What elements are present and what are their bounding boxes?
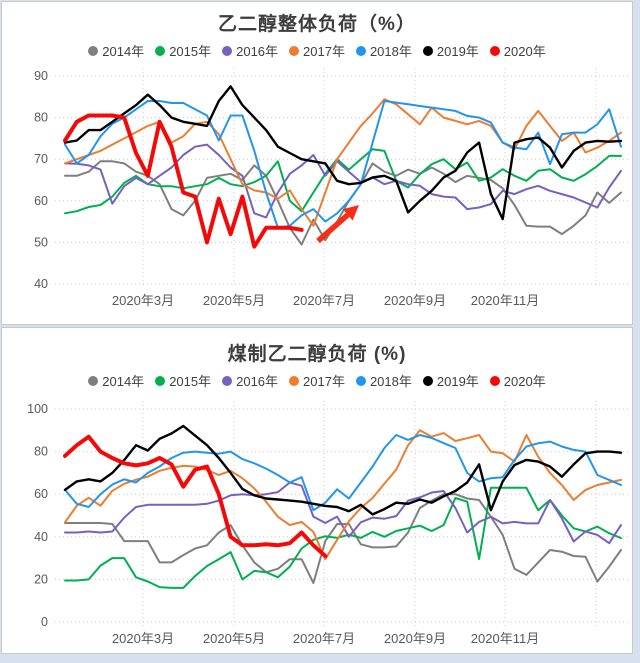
legend-coal: 2014年 2015年 2016年 2017年 2018年 2019年 2020年 [2, 371, 632, 390]
series-line-2016年 [64, 143, 622, 219]
legend-label: 2015年 [169, 374, 212, 389]
legend-item: 2016年 [222, 41, 278, 60]
legend-item: 2015年 [155, 41, 211, 60]
legend-item: 2017年 [289, 371, 345, 390]
series-line-2019年 [63, 424, 623, 516]
series-line-2020年 [63, 113, 304, 249]
series-line-2020年 [63, 434, 328, 558]
x-axis-tick-label: 2020年9月 [384, 293, 446, 308]
legend-item: 2017年 [289, 41, 345, 60]
series-line-2014年 [64, 493, 622, 584]
y-axis-tick-label: 20 [34, 572, 48, 586]
y-axis-tick-label: 70 [34, 152, 48, 166]
legend-marker-icon [422, 375, 433, 386]
legend-marker-icon [489, 45, 500, 56]
x-axis-tick-label: 2020年3月 [112, 293, 174, 308]
series-line-2019年 [63, 85, 623, 221]
legend-label: 2015年 [169, 44, 212, 59]
legend-item: 2019年 [422, 371, 479, 390]
series-line-2018年 [64, 100, 622, 229]
y-axis-tick-label: 80 [34, 445, 48, 459]
legend-label: 2019年 [436, 44, 479, 59]
series-line-2015年 [64, 148, 622, 215]
y-axis-tick-label: 60 [34, 194, 48, 208]
legend-label: 2017年 [303, 44, 345, 59]
legend-label: 2014年 [102, 374, 145, 389]
series-line-2016年 [64, 481, 622, 545]
legend-label: 2017年 [303, 374, 345, 389]
legend-marker-icon [88, 45, 99, 56]
x-axis-tick-label: 2020年9月 [384, 631, 446, 646]
line-chart-coal: 100 80 60 40 20 0 2020年3月 2020年5月 2020年7月 2020年9月… [27, 401, 628, 646]
legend-marker-icon [222, 45, 233, 56]
legend-label: 2014年 [102, 44, 145, 59]
legend-label: 2018年 [369, 44, 412, 59]
y-axis-tick-label: 60 [34, 487, 48, 501]
legend-label: 2020年 [503, 44, 546, 59]
y-axis-tick-label: 100 [27, 402, 48, 416]
legend-marker-icon [355, 375, 366, 386]
legend-marker-icon [355, 45, 366, 56]
x-axis-tick-label: 2020年11月 [471, 631, 539, 646]
legend-marker-icon [155, 45, 166, 56]
legend-marker-icon [289, 45, 300, 56]
chart-panel-coal-load: 煤制乙二醇负荷 (%) 2014年 2015年 2016年 2017年 2018年 201… [1, 327, 633, 654]
legend-marker-icon [88, 375, 99, 386]
y-axis-tick-label: 50 [34, 235, 48, 249]
x-axis-tick-label: 2020年7月 [293, 293, 355, 308]
x-axis-tick-label: 2020年5月 [203, 631, 265, 646]
legend-marker-icon [222, 375, 233, 386]
y-axis-tick-label: 90 [34, 69, 48, 83]
legend-item: 2018年 [355, 41, 412, 60]
legend-label: 2020年 [503, 374, 546, 389]
legend-marker-icon [289, 375, 300, 386]
legend-item: 2014年 [88, 371, 144, 390]
y-axis-tick-label: 80 [34, 111, 48, 125]
series-line-2017年 [64, 429, 622, 561]
series-line-2018年 [64, 434, 622, 512]
chart-panel-overall-load: 乙二醇整体负荷（%） 2014年 2015年 2016年 2017年 2018年 2019… [1, 1, 633, 325]
x-axis-tick-label: 2020年5月 [203, 293, 265, 308]
legend-item: 2020年 [489, 371, 546, 390]
line-chart-overall: 90 80 70 60 50 40 2020年3月 2020年5月 2020年7月 2020年9月… [34, 68, 628, 308]
y-axis-tick-label: 40 [34, 277, 48, 291]
legend-overall: 2014年 2015年 2016年 2017年 2018年 2019年 2020年 [2, 41, 632, 60]
y-axis-tick-label: 40 [34, 530, 48, 544]
series-line-2015年 [64, 486, 622, 589]
legend-label: 2016年 [236, 374, 279, 389]
x-axis-tick-label: 2020年11月 [471, 293, 539, 308]
chart-title-overall: 乙二醇整体负荷（%） [218, 14, 416, 35]
legend-label: 2016年 [236, 44, 279, 59]
annotation-arrow-shaft [316, 212, 350, 244]
legend-item: 2014年 [88, 41, 144, 60]
legend-label: 2019年 [436, 374, 479, 389]
legend-marker-icon [155, 375, 166, 386]
legend-item: 2015年 [155, 371, 211, 390]
legend-marker-icon [422, 45, 433, 56]
series-line-2014年 [64, 160, 622, 246]
annotation-arrow-head [342, 205, 359, 221]
legend-item: 2018年 [355, 371, 412, 390]
legend-item: 2020年 [489, 41, 546, 60]
legend-label: 2018年 [369, 374, 412, 389]
legend-marker-icon [489, 375, 500, 386]
legend-item: 2019年 [422, 41, 479, 60]
x-axis-tick-label: 2020年3月 [112, 631, 174, 646]
chart-title-coal: 煤制乙二醇负荷 (%) [227, 344, 407, 365]
legend-item: 2016年 [222, 371, 278, 390]
x-axis-tick-label: 2020年7月 [293, 631, 355, 646]
y-axis-tick-label: 0 [41, 615, 48, 629]
